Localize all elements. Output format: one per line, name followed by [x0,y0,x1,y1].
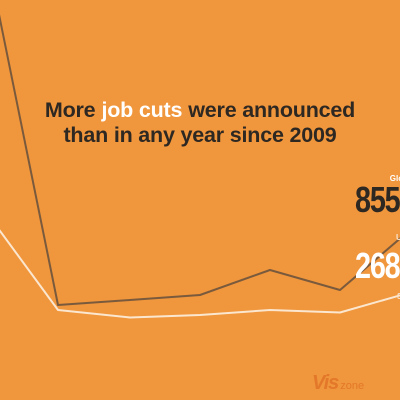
headline-highlight: job cuts [101,98,183,122]
chart-headline: More job cuts were announced than in any y… [0,98,400,148]
headline-before: More [44,98,96,122]
us-series-label: U [396,233,400,242]
series-line-1 [0,229,400,319]
logo-word: zone [340,380,365,392]
series-line-0 [0,14,400,306]
headline-after: were announced [188,98,356,122]
logo-mark: Vis [312,372,339,394]
headline-line-1: More job cuts were announced [0,98,400,123]
global-series-label: Glob [389,174,400,183]
global-series-value: 855 [355,179,400,220]
us-series-sublabel: S [397,292,400,301]
headline-line-2: than in any year since 2009 [63,123,337,147]
series-layer [0,14,400,319]
us-series-value: 268 [355,245,400,286]
vizzone-logo: Vis zone [312,372,364,395]
